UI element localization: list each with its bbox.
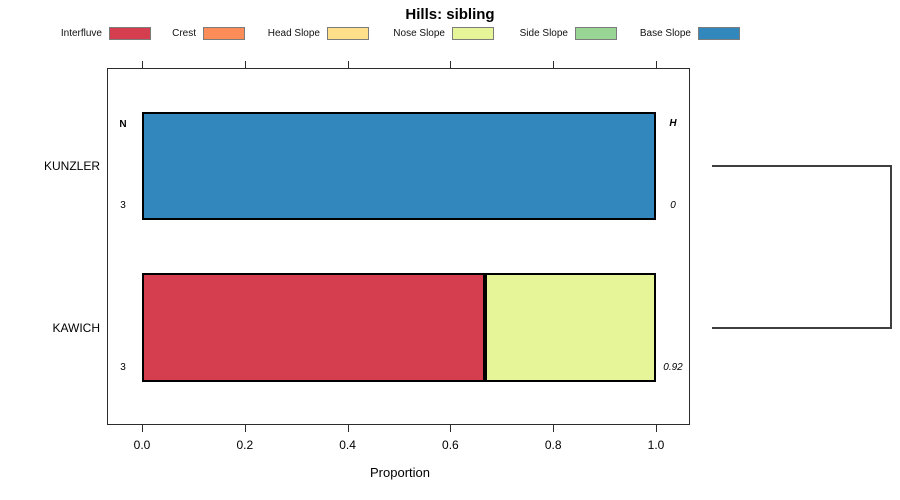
legend-label: Side Slope — [519, 28, 568, 39]
x-axis-tick-label: 0.6 — [442, 438, 459, 452]
y-axis-category-label: KAWICH — [52, 320, 100, 335]
legend-swatch — [575, 27, 617, 40]
dendrogram-branch-top — [712, 165, 892, 167]
legend-label: Crest — [172, 28, 196, 39]
legend-swatch — [109, 27, 151, 40]
n-column-header: N — [119, 119, 127, 130]
h-column-header: H — [669, 118, 677, 129]
x-axis-tick-top — [450, 61, 452, 68]
dendrogram-join — [890, 165, 892, 329]
legend-label: Interfluve — [60, 28, 102, 39]
n-value: 3 — [120, 200, 126, 211]
x-axis-tick-label: 0.8 — [544, 438, 562, 452]
y-axis-category-label: KUNZLER — [43, 159, 100, 173]
x-axis-tick-label: 0.2 — [236, 438, 254, 452]
x-axis-tick-label: 0.4 — [339, 438, 356, 452]
x-axis-tick-label: 0.0 — [133, 438, 151, 452]
x-axis-tick-bottom — [142, 425, 143, 432]
x-axis-tick-top — [142, 61, 143, 68]
x-axis-tick-bottom — [244, 425, 246, 432]
x-axis-tick-top — [244, 61, 246, 68]
x-axis-tick-top — [347, 61, 349, 68]
x-axis-tick-bottom — [347, 425, 349, 432]
bar-segment-base-slope — [142, 112, 656, 220]
chart-title: Hills: sibling — [405, 6, 495, 23]
bar-segment-nose-slope — [484, 273, 656, 382]
legend-label: Base Slope — [639, 28, 691, 39]
x-axis-tick-label: 1.0 — [647, 438, 665, 452]
x-axis-title: Proportion — [370, 465, 430, 480]
x-axis-tick-bottom — [656, 425, 657, 432]
x-axis-tick-top — [656, 61, 657, 68]
x-axis-tick-bottom — [553, 425, 555, 432]
x-axis-tick-top — [553, 61, 555, 68]
bar-segment-interfluve — [142, 273, 485, 382]
dendrogram-branch-bottom — [712, 326, 892, 329]
legend-label: Head Slope — [267, 28, 320, 39]
h-value: 0.92 — [663, 362, 683, 373]
legend-label: Nose Slope — [393, 28, 445, 39]
legend-swatch — [327, 27, 369, 40]
legend-swatch — [452, 27, 494, 40]
n-value: 3 — [120, 362, 126, 373]
legend-swatch — [698, 27, 740, 40]
legend-swatch — [203, 27, 245, 40]
h-value: 0 — [670, 200, 676, 211]
x-axis-tick-bottom — [450, 425, 452, 432]
